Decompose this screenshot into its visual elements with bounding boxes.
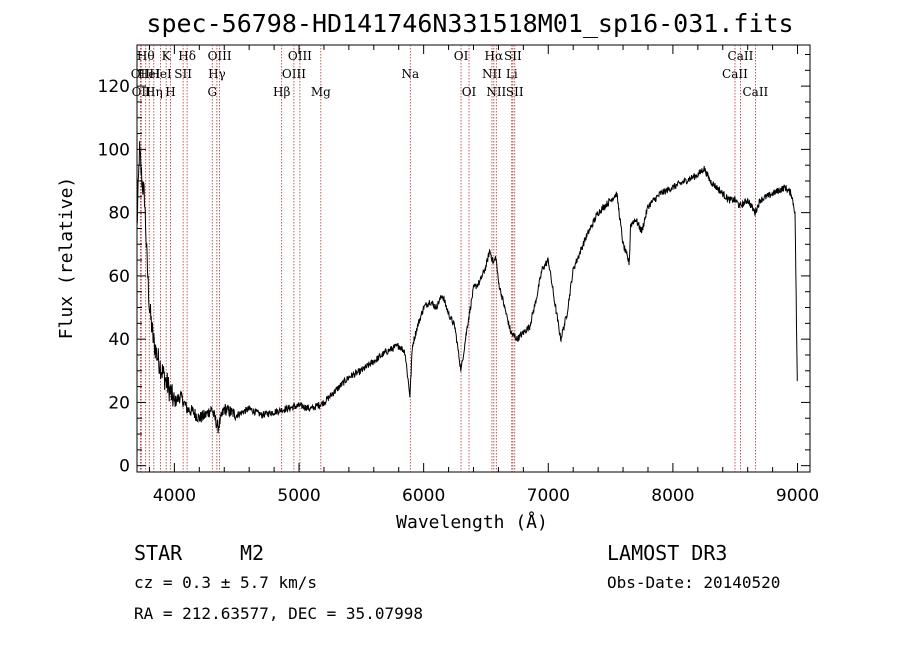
- object-class: STAR: [134, 541, 183, 565]
- line-label: Hθ: [137, 49, 155, 63]
- line-label: Mg: [311, 85, 331, 99]
- line-label: G: [207, 85, 217, 99]
- spectral-line-labels: OIIOIIHθHeIHηHeIKHSIIHδGHγOIIIHβOIIIOIII…: [131, 49, 769, 99]
- line-label: Hγ: [208, 67, 226, 81]
- line-label: Hβ: [273, 85, 290, 99]
- line-label: Hη: [145, 85, 163, 99]
- spectrum-line: [136, 141, 798, 434]
- y-axis-label: Flux (relative): [56, 177, 77, 340]
- x-tick-label: 9000: [776, 486, 819, 506]
- line-label: OI: [454, 49, 469, 63]
- line-label: H: [165, 85, 175, 99]
- line-label: OIII: [288, 49, 312, 63]
- line-label: Na: [401, 67, 419, 81]
- line-label: OII: [132, 85, 152, 99]
- spectral-line-markers: [139, 45, 756, 472]
- line-label: NII: [482, 67, 502, 81]
- coordinates-text: RA = 212.63577, DEC = 35.07998: [134, 604, 423, 623]
- line-label: SII: [174, 67, 192, 81]
- x-tick-labels: 4000 5000 6000 7000 8000 9000: [153, 486, 819, 506]
- line-label: Li: [506, 67, 518, 81]
- line-label: OII: [131, 67, 151, 81]
- line-label: OIII: [208, 49, 232, 63]
- axis-ticks: [137, 45, 810, 472]
- y-tick-label: 120: [98, 77, 130, 97]
- y-tick-labels: 0 20 40 60 80 100 120: [98, 77, 130, 477]
- plot-frame: [136, 44, 811, 473]
- x-tick-label: 8000: [651, 486, 694, 506]
- chart-title: spec-56798-HD141746N331518M01_sp16-031.f…: [146, 9, 793, 38]
- line-label: HeI: [149, 67, 172, 81]
- y-tick-label: 40: [108, 330, 130, 350]
- line-label: SII: [504, 49, 522, 63]
- x-tick-label: 6000: [402, 486, 445, 506]
- y-tick-label: 60: [108, 267, 130, 287]
- line-label: K: [162, 49, 172, 63]
- redshift-text: cz = 0.3 ± 5.7 km/s: [134, 573, 317, 592]
- line-label: Hδ: [178, 49, 196, 63]
- y-tick-label: 0: [119, 457, 130, 477]
- x-tick-label: 7000: [527, 486, 570, 506]
- survey-label: LAMOST DR3: [607, 541, 727, 565]
- line-label: CaII: [742, 85, 768, 99]
- y-tick-label: 80: [108, 204, 130, 224]
- object-subclass: M2: [240, 541, 264, 565]
- line-label: Hα: [485, 49, 504, 63]
- line-label: HeI: [138, 67, 161, 81]
- x-axis-label: Wavelength (Å): [396, 511, 548, 533]
- line-label: OI: [462, 85, 477, 99]
- line-label: SII: [506, 85, 524, 99]
- y-tick-label: 100: [98, 140, 130, 160]
- line-label: CaII: [728, 49, 754, 63]
- spectrum-series: [136, 141, 798, 434]
- x-tick-label: 5000: [277, 486, 320, 506]
- x-tick-label: 4000: [153, 486, 196, 506]
- line-label: OIII: [282, 67, 306, 81]
- y-tick-label: 20: [108, 393, 130, 413]
- line-label: CaII: [722, 67, 748, 81]
- obs-date-text: Obs-Date: 20140520: [607, 573, 780, 592]
- line-label: NII: [486, 85, 506, 99]
